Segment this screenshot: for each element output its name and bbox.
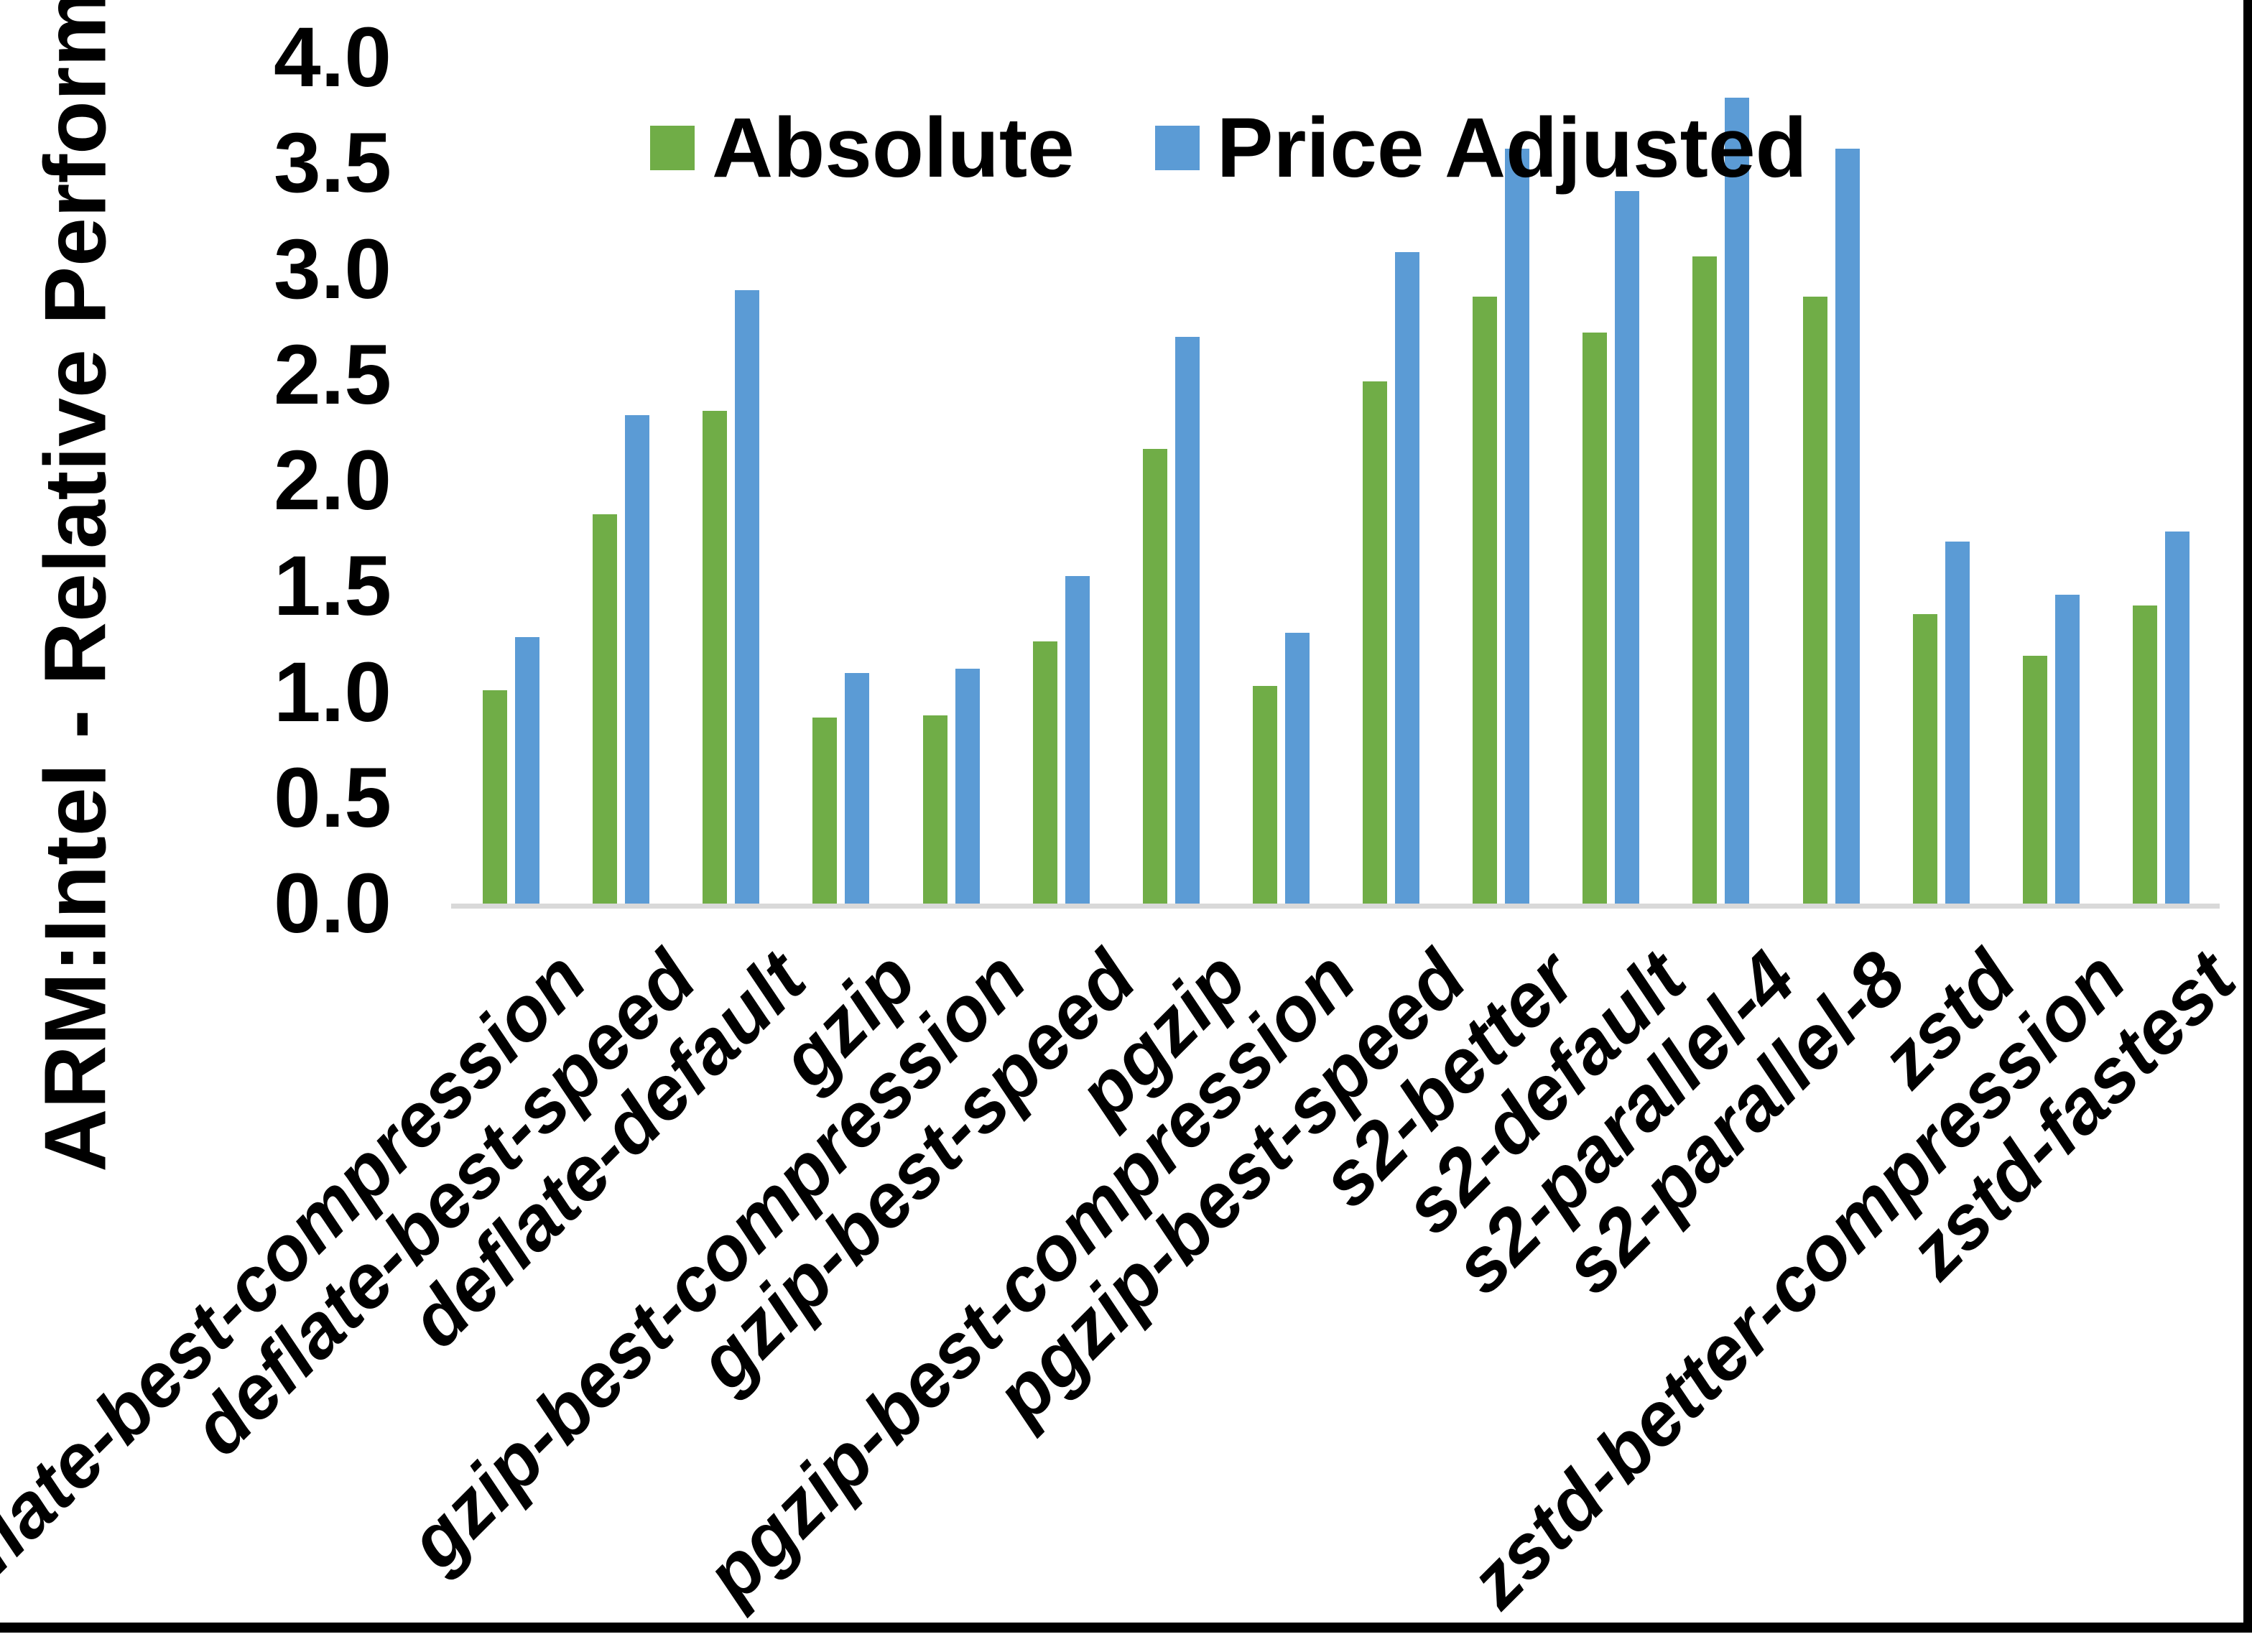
y-tick-label: 4.0 [273, 10, 391, 105]
bar-price-adjusted [1945, 542, 1970, 904]
frame-border-right [2243, 0, 2252, 1633]
bar-price-adjusted [1505, 148, 1530, 904]
bar-price-adjusted [2054, 595, 2080, 904]
bar-group [1226, 57, 1336, 904]
plot-area [456, 57, 2216, 904]
bar-price-adjusted [625, 414, 650, 904]
bar-price-adjusted [2164, 531, 2190, 904]
bar-group [1446, 57, 1556, 904]
legend-swatch-price-adjusted [1154, 126, 1200, 170]
bar-absolute [483, 690, 508, 904]
bar-price-adjusted [515, 636, 540, 904]
bar-group [786, 57, 896, 904]
bar-absolute [593, 514, 618, 904]
legend-label-absolute: Absolute [712, 101, 1075, 195]
bar-group [1776, 57, 1886, 904]
bar-group [676, 57, 786, 904]
bar-group [1556, 57, 1666, 904]
bar-absolute [922, 715, 947, 904]
bar-absolute [1802, 296, 1827, 904]
bar-price-adjusted [735, 289, 760, 904]
bar-absolute [2022, 656, 2047, 904]
y-tick-label: 2.0 [273, 433, 391, 528]
bar-absolute [1692, 256, 1718, 904]
bar-price-adjusted [1725, 97, 1750, 904]
legend-label-price-adjusted: Price Adjusted [1216, 101, 1807, 195]
bar-price-adjusted [1835, 148, 1860, 904]
legend-item-price-adjusted: Price Adjusted [1154, 99, 1807, 197]
y-axis-ticks: 4.0 3.5 3.0 2.5 2.0 1.5 1.0 0.5 0.0 [0, 0, 391, 1633]
y-tick-label: 0.5 [273, 750, 391, 845]
bar-absolute [812, 717, 838, 904]
bar-price-adjusted [1065, 575, 1090, 904]
y-tick-label: 0.0 [273, 856, 391, 951]
bar-absolute [1363, 381, 1388, 904]
bar-absolute [1583, 332, 1608, 904]
legend: Absolute Price Adjusted [650, 99, 1807, 197]
bar-price-adjusted [845, 673, 870, 904]
bar-absolute [1252, 685, 1277, 904]
bar-price-adjusted [955, 669, 980, 904]
y-tick-label: 1.5 [273, 539, 391, 634]
legend-swatch-absolute [650, 126, 695, 170]
x-axis-line [451, 904, 2220, 909]
legend-item-absolute: Absolute [650, 99, 1075, 197]
bar-absolute [1912, 613, 1937, 904]
y-tick-label: 1.0 [273, 644, 391, 740]
y-tick-label: 3.5 [273, 116, 391, 211]
bar-group [1116, 57, 1226, 904]
bar-price-adjusted [1174, 336, 1200, 904]
bar-price-adjusted [1395, 251, 1420, 904]
bar-group [456, 57, 566, 904]
bar-group [1006, 57, 1116, 904]
y-tick-label: 3.0 [273, 221, 391, 317]
bar-group [896, 57, 1006, 904]
bar-group [1666, 57, 1776, 904]
bar-absolute [1473, 296, 1498, 904]
bar-group [1336, 57, 1446, 904]
bar-absolute [703, 410, 728, 904]
bar-price-adjusted [1615, 190, 1640, 904]
bar-absolute [2132, 605, 2157, 904]
bar-absolute [1032, 641, 1057, 904]
bar-group [566, 57, 676, 904]
bar-group [2106, 57, 2216, 904]
y-tick-label: 2.5 [273, 327, 391, 422]
bar-group [1886, 57, 1996, 904]
frame-border-bottom [0, 1623, 2252, 1633]
bar-price-adjusted [1284, 633, 1310, 904]
bar-group [1996, 57, 2106, 904]
bar-absolute [1142, 448, 1167, 904]
